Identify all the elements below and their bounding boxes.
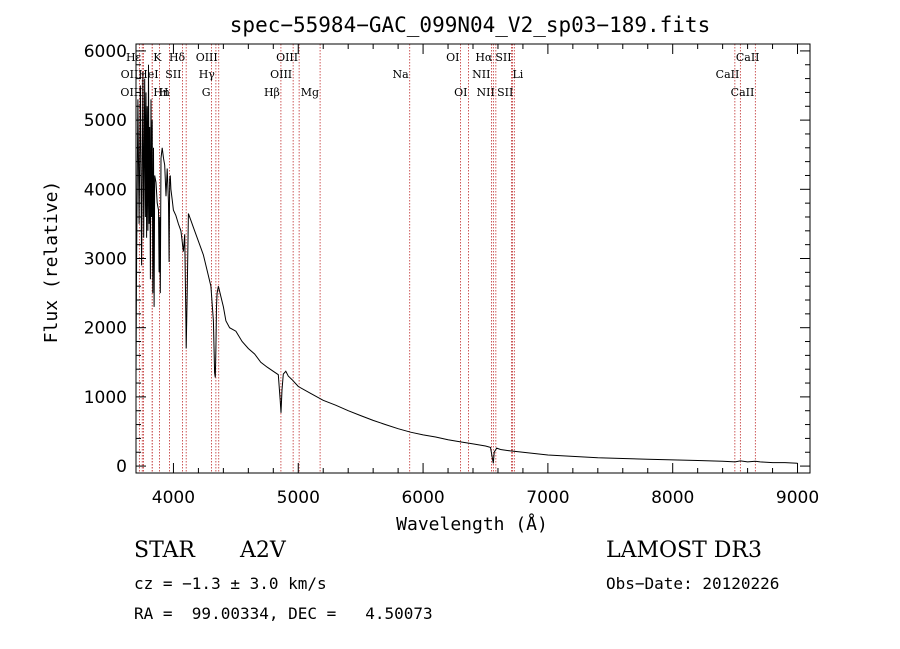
x-axis-ticks: 4000 5000 6000 7000 8000 9000 <box>152 44 819 508</box>
x-tick-label: 4000 <box>152 488 195 508</box>
y-axis-ticks: 0 1000 2000 3000 4000 5000 6000 <box>84 42 810 477</box>
line-marker-label-20: H <box>159 86 169 99</box>
x-tick-label: 6000 <box>401 488 444 508</box>
line-marker-label-16: Li <box>512 68 523 81</box>
plot-frame <box>135 43 811 474</box>
line-marker-label-5: OI <box>446 51 459 64</box>
line-marker-label-19: Hn <box>153 86 170 99</box>
y-axis-label: Flux (relative) <box>41 181 62 344</box>
line-marker-label-24: OI <box>454 86 467 99</box>
survey-name: LAMOST DR3 <box>606 538 762 563</box>
spectral-line-markers <box>138 44 756 473</box>
line-marker-label-2: Hδ <box>169 51 186 64</box>
line-marker-label-6: Hα <box>475 51 493 64</box>
redshift-cz: cz = −1.3 ± 3.0 km/s <box>134 574 327 593</box>
line-marker-label-27: CaII <box>731 86 755 99</box>
y-tick-label: 0 <box>116 457 127 477</box>
line-marker-label-22: Hβ <box>264 86 280 99</box>
y-tick-label: 3000 <box>84 250 127 270</box>
line-marker-label-15: NII <box>472 68 490 81</box>
line-marker-label-26: SII <box>497 86 513 99</box>
line-marker-label-0: Hε <box>126 51 142 64</box>
x-tick-label: 7000 <box>526 488 569 508</box>
line-marker-label-23: Mg <box>301 86 319 99</box>
y-tick-label: 5000 <box>84 111 127 131</box>
line-marker-label-25: NII <box>477 86 495 99</box>
x-tick-label: 5000 <box>277 488 320 508</box>
line-marker-label-8: CaII <box>736 51 760 64</box>
line-marker-label-3: OIII <box>196 51 218 64</box>
y-tick-label: 2000 <box>84 319 127 339</box>
sky-coordinates: RA = 99.00334, DEC = 4.50073 <box>134 604 433 623</box>
spectral-subclass: A2V <box>240 538 286 563</box>
x-tick-label: 8000 <box>651 488 694 508</box>
y-tick-label: 6000 <box>84 42 127 62</box>
line-marker-label-4: OIII <box>276 51 298 64</box>
chart-title: spec−55984−GAC_099N04_V2_sp03−189.fits <box>230 13 710 37</box>
y-tick-label: 4000 <box>84 180 127 200</box>
y-tick-label: 1000 <box>84 388 127 408</box>
line-marker-label-12: Hγ <box>199 68 216 81</box>
object-type: STAR <box>134 538 195 563</box>
x-axis-label: Wavelength (Å) <box>396 513 548 535</box>
line-marker-label-14: Na <box>393 68 410 81</box>
line-marker-label-21: G <box>202 86 211 99</box>
line-marker-label-18: OIII <box>120 86 142 99</box>
line-marker-label-1: K <box>153 51 162 64</box>
spectrum-line <box>135 64 798 464</box>
line-marker-label-13: OIII <box>270 68 292 81</box>
line-marker-label-9: OII <box>121 68 139 81</box>
observation-date: Obs−Date: 20120226 <box>606 574 780 593</box>
line-marker-label-17: CaII <box>716 68 740 81</box>
line-marker-label-11: SII <box>165 68 181 81</box>
line-marker-label-7: SII <box>495 51 511 64</box>
x-tick-label: 9000 <box>776 488 819 508</box>
